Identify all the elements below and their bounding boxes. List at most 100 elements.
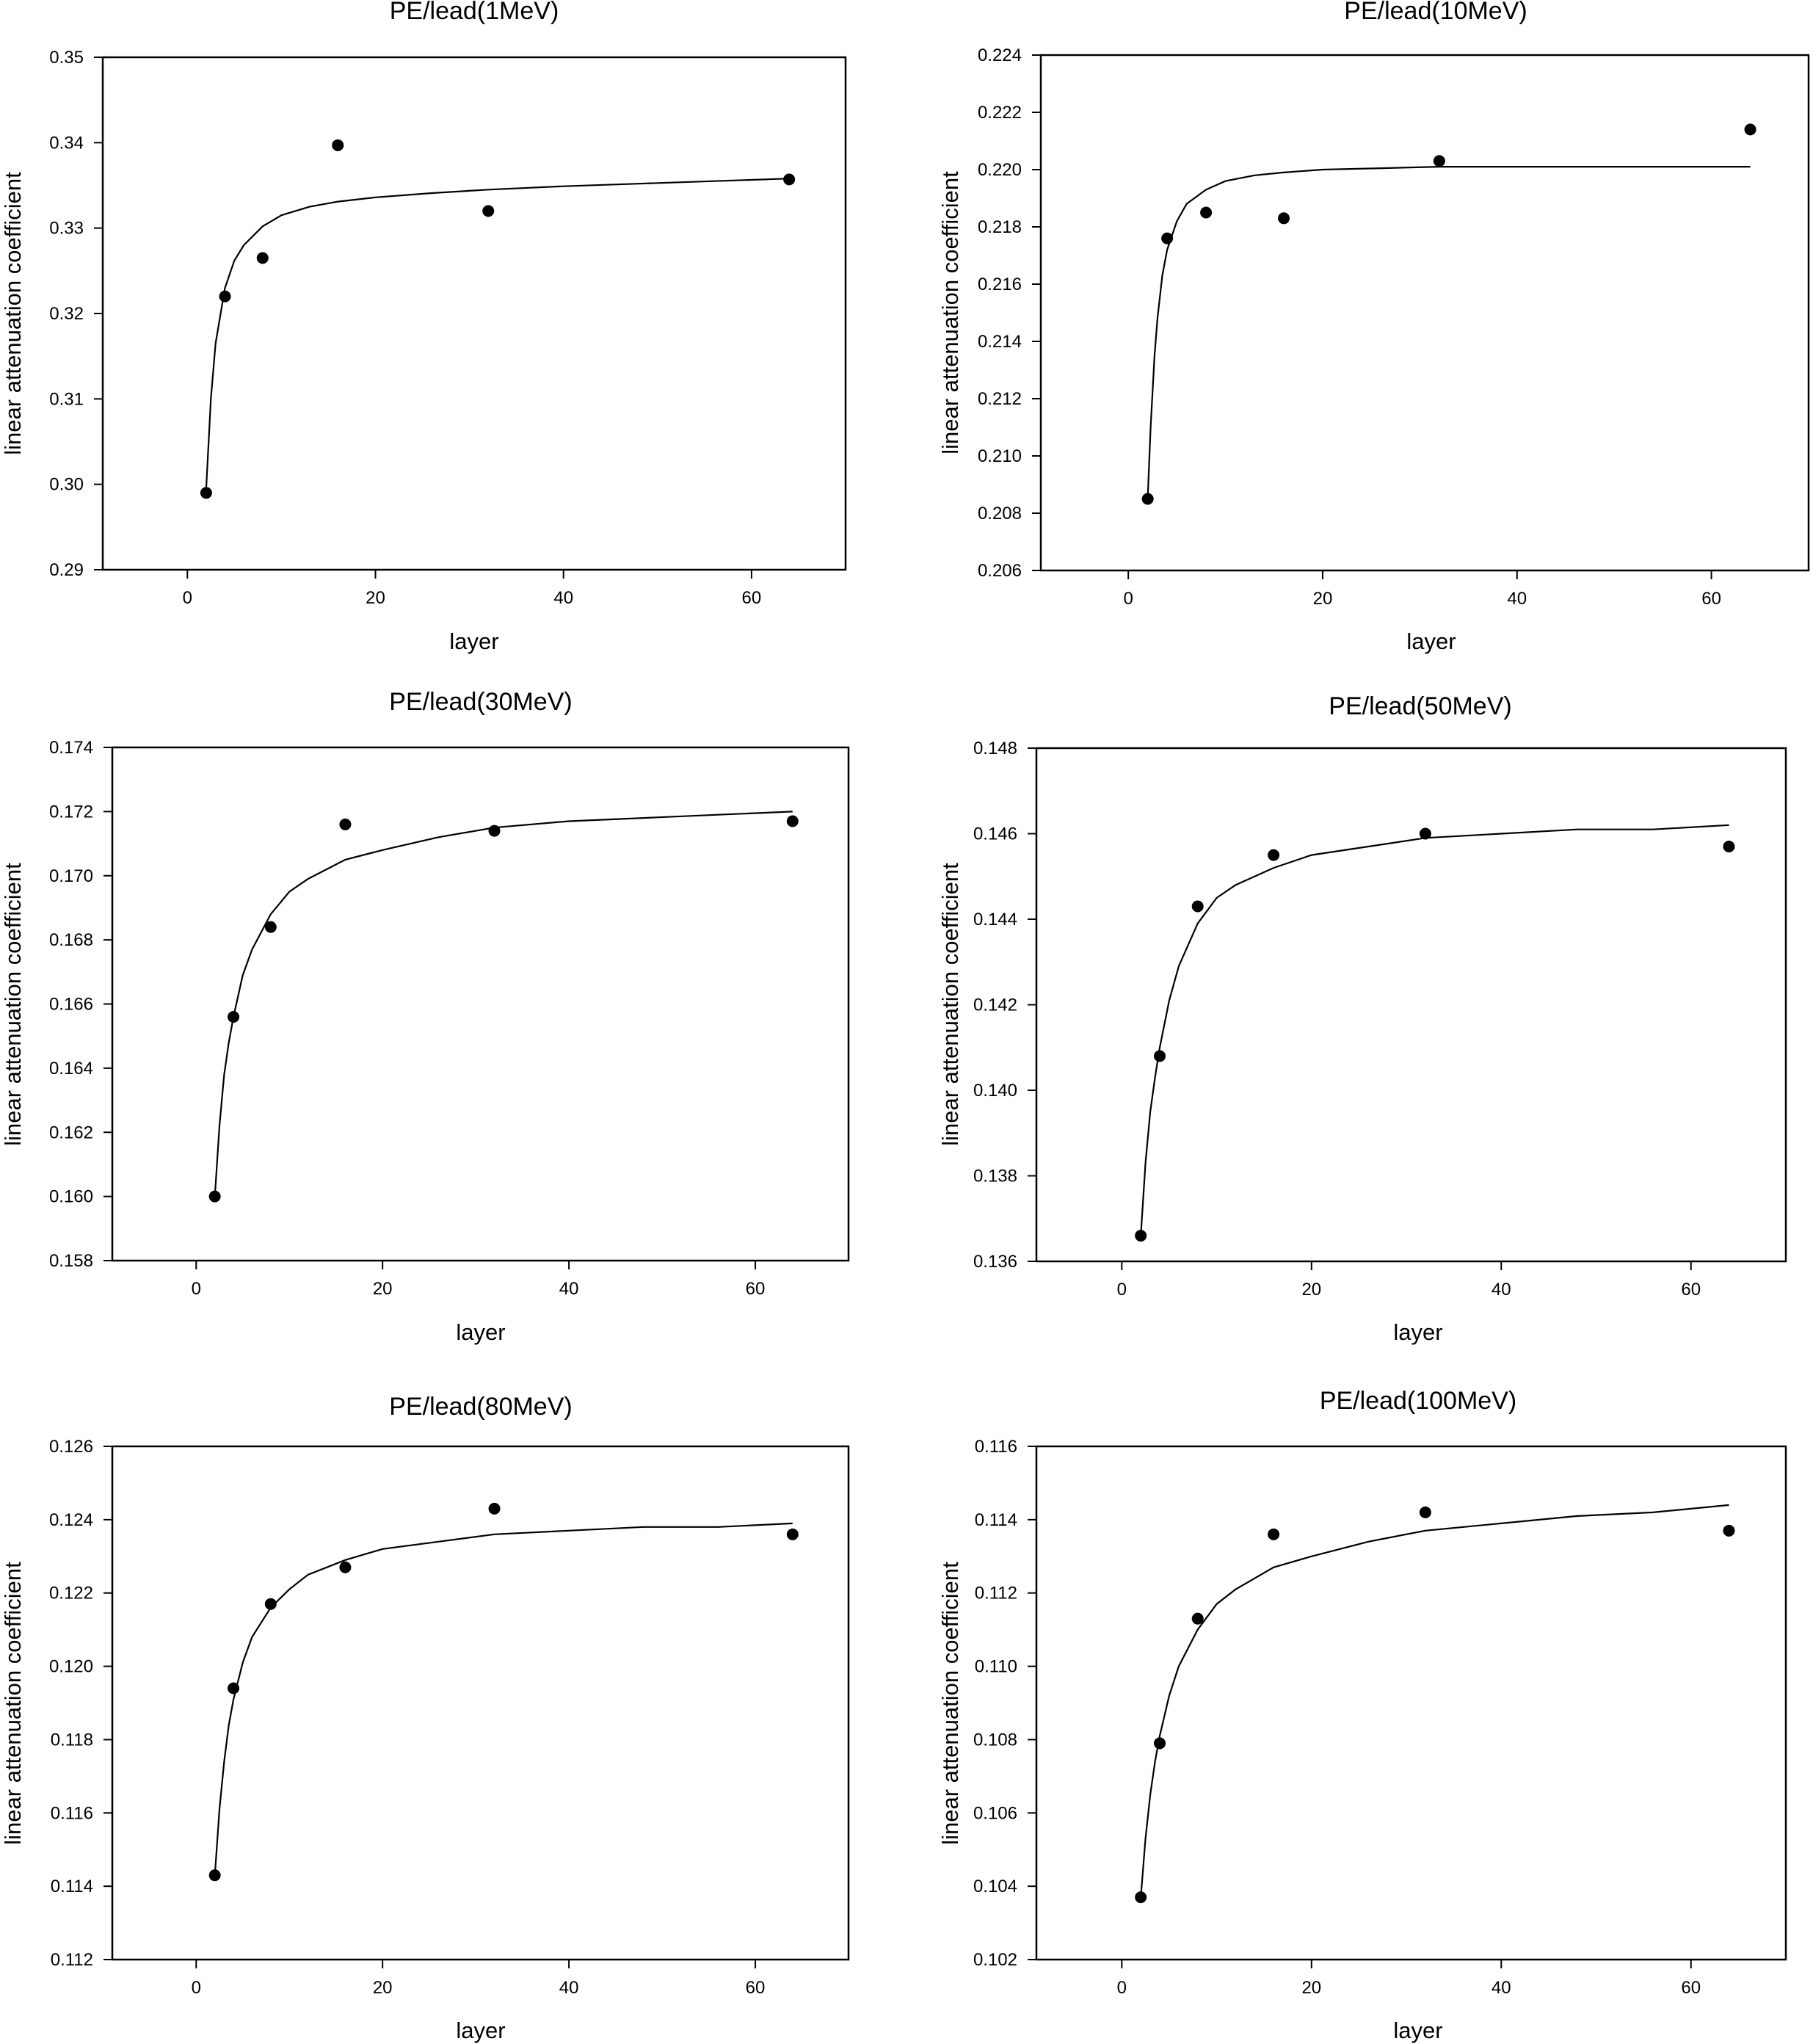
fit-curve [205,178,790,489]
y-tick-label: 0.168 [49,930,93,950]
plot-frame [1039,54,1810,572]
tick-group: 0 20 40 60 0.112 0.114 0.116 0.118 0.120 0.122 0.1… [49,1437,765,1998]
y-tick-label: 0.108 [973,1730,1017,1750]
x-tick-label: 60 [1701,589,1721,609]
tick-group: 0 20 40 60 0.29 0.30 0.31 0.32 0.33 0.34 0.35 [49,48,761,608]
x-tick-label: 60 [746,1978,766,1998]
tick-group: 0 20 40 60 0.102 0.104 0.106 0.108 0.110 0.112 0.1… [973,1437,1701,1998]
y-tick-label: 0.208 [978,504,1022,523]
x-axis-label: layer [1393,1319,1442,1345]
x-tick-label: 40 [559,1978,579,1998]
x-tick-label: 40 [1507,589,1527,609]
y-axis-label: linear attenuation coefficient [937,1562,963,1845]
y-tick-label: 0.33 [49,219,84,239]
tick-group: 0 20 40 60 0.158 0.160 0.162 0.164 0.166 0.168 0.1… [49,738,765,1299]
y-tick-label: 0.34 [49,133,84,153]
y-tick-label: 0.104 [973,1877,1017,1896]
y-tick-label: 0.29 [49,560,84,580]
data-point [1419,1506,1431,1518]
x-tick-label: 40 [559,1279,579,1299]
tick-group: 0 20 40 60 0.206 0.208 0.210 0.212 0.214 0.216 0.2… [978,46,1721,609]
y-axis-label: linear attenuation coefficient [937,863,963,1146]
panel-title: PE/lead(80MeV) [389,1393,572,1421]
x-axis-label: layer [1406,628,1456,654]
data-point [228,1682,240,1695]
y-tick-label: 0.210 [978,446,1022,466]
y-tick-label: 0.116 [975,1437,1017,1457]
plot-frame [1035,1445,1787,1961]
y-tick-label: 0.112 [975,1584,1017,1603]
plot-frame [111,1445,850,1961]
data-point [1744,123,1756,136]
data-point [1723,840,1735,852]
data-points [200,139,796,499]
y-tick-label: 0.122 [49,1584,93,1603]
data-point [208,1869,221,1882]
data-point [1191,900,1204,913]
x-tick-label: 60 [1681,1978,1701,1998]
x-tick-label: 20 [373,1279,393,1299]
y-axis-label: linear attenuation coefficient [0,863,26,1146]
data-points [1135,827,1735,1242]
panel-title: PE/lead(10MeV) [1344,0,1527,25]
x-tick-label: 0 [192,1978,201,1998]
y-tick-label: 0.218 [978,217,1022,237]
data-point [1268,849,1280,861]
data-point [1161,232,1174,244]
y-tick-label: 0.220 [978,160,1022,180]
data-point [1135,1230,1147,1242]
y-tick-label: 0.32 [49,304,84,324]
x-tick-label: 20 [366,588,385,608]
data-point [1141,493,1154,505]
x-tick-label: 0 [1117,1280,1127,1300]
data-point [488,825,501,837]
y-tick-label: 0.142 [973,996,1017,1015]
data-point [1154,1050,1166,1062]
data-point [264,921,277,933]
data-point [1135,1891,1147,1904]
x-tick-label: 40 [553,588,573,608]
data-point [339,1561,352,1573]
fit-curve [1140,824,1729,1236]
data-point [219,290,231,302]
fit-curve [214,811,793,1197]
x-tick-label: 60 [1681,1280,1701,1300]
data-point [332,139,344,151]
x-axis-label: layer [449,628,498,654]
y-tick-label: 0.158 [49,1251,93,1271]
y-axis-label: linear attenuation coefficient [0,1562,26,1845]
panel-100mev: PE/lead(100MeV) layer linear attenuation… [937,1387,1787,2043]
x-axis-label: layer [456,2018,505,2043]
data-points [208,815,799,1203]
data-point [1200,206,1213,219]
data-point [1268,1528,1280,1540]
y-tick-label: 0.206 [978,561,1022,581]
panel-title: PE/lead(50MeV) [1329,692,1511,720]
y-tick-label: 0.110 [975,1657,1017,1677]
x-tick-label: 40 [1492,1978,1511,1998]
y-tick-label: 0.144 [973,910,1017,929]
data-point [208,1190,221,1203]
y-tick-label: 0.170 [49,866,93,886]
data-point [1419,827,1431,840]
panel-30mev: PE/lead(30MeV) layer linear attenuation … [0,688,850,1345]
data-points [1141,123,1756,505]
tick-group: 0 20 40 60 0.136 0.138 0.140 0.142 0.144 0.146 0.1… [973,739,1701,1300]
data-point [786,815,799,827]
data-point [200,487,212,499]
panel-80mev: PE/lead(80MeV) layer linear attenuation … [0,1393,850,2043]
data-point [264,1598,277,1610]
data-point [1154,1737,1166,1750]
y-tick-label: 0.120 [49,1657,93,1677]
y-tick-label: 0.116 [51,1803,93,1823]
y-axis-label: linear attenuation coefficient [0,172,26,455]
data-point [1191,1612,1204,1625]
data-point [1433,155,1445,167]
y-tick-label: 0.136 [973,1252,1017,1272]
y-tick-label: 0.166 [49,995,93,1015]
x-axis-label: layer [1393,2018,1442,2043]
data-point [339,818,352,830]
y-tick-label: 0.146 [973,825,1017,844]
y-tick-label: 0.174 [49,738,93,758]
